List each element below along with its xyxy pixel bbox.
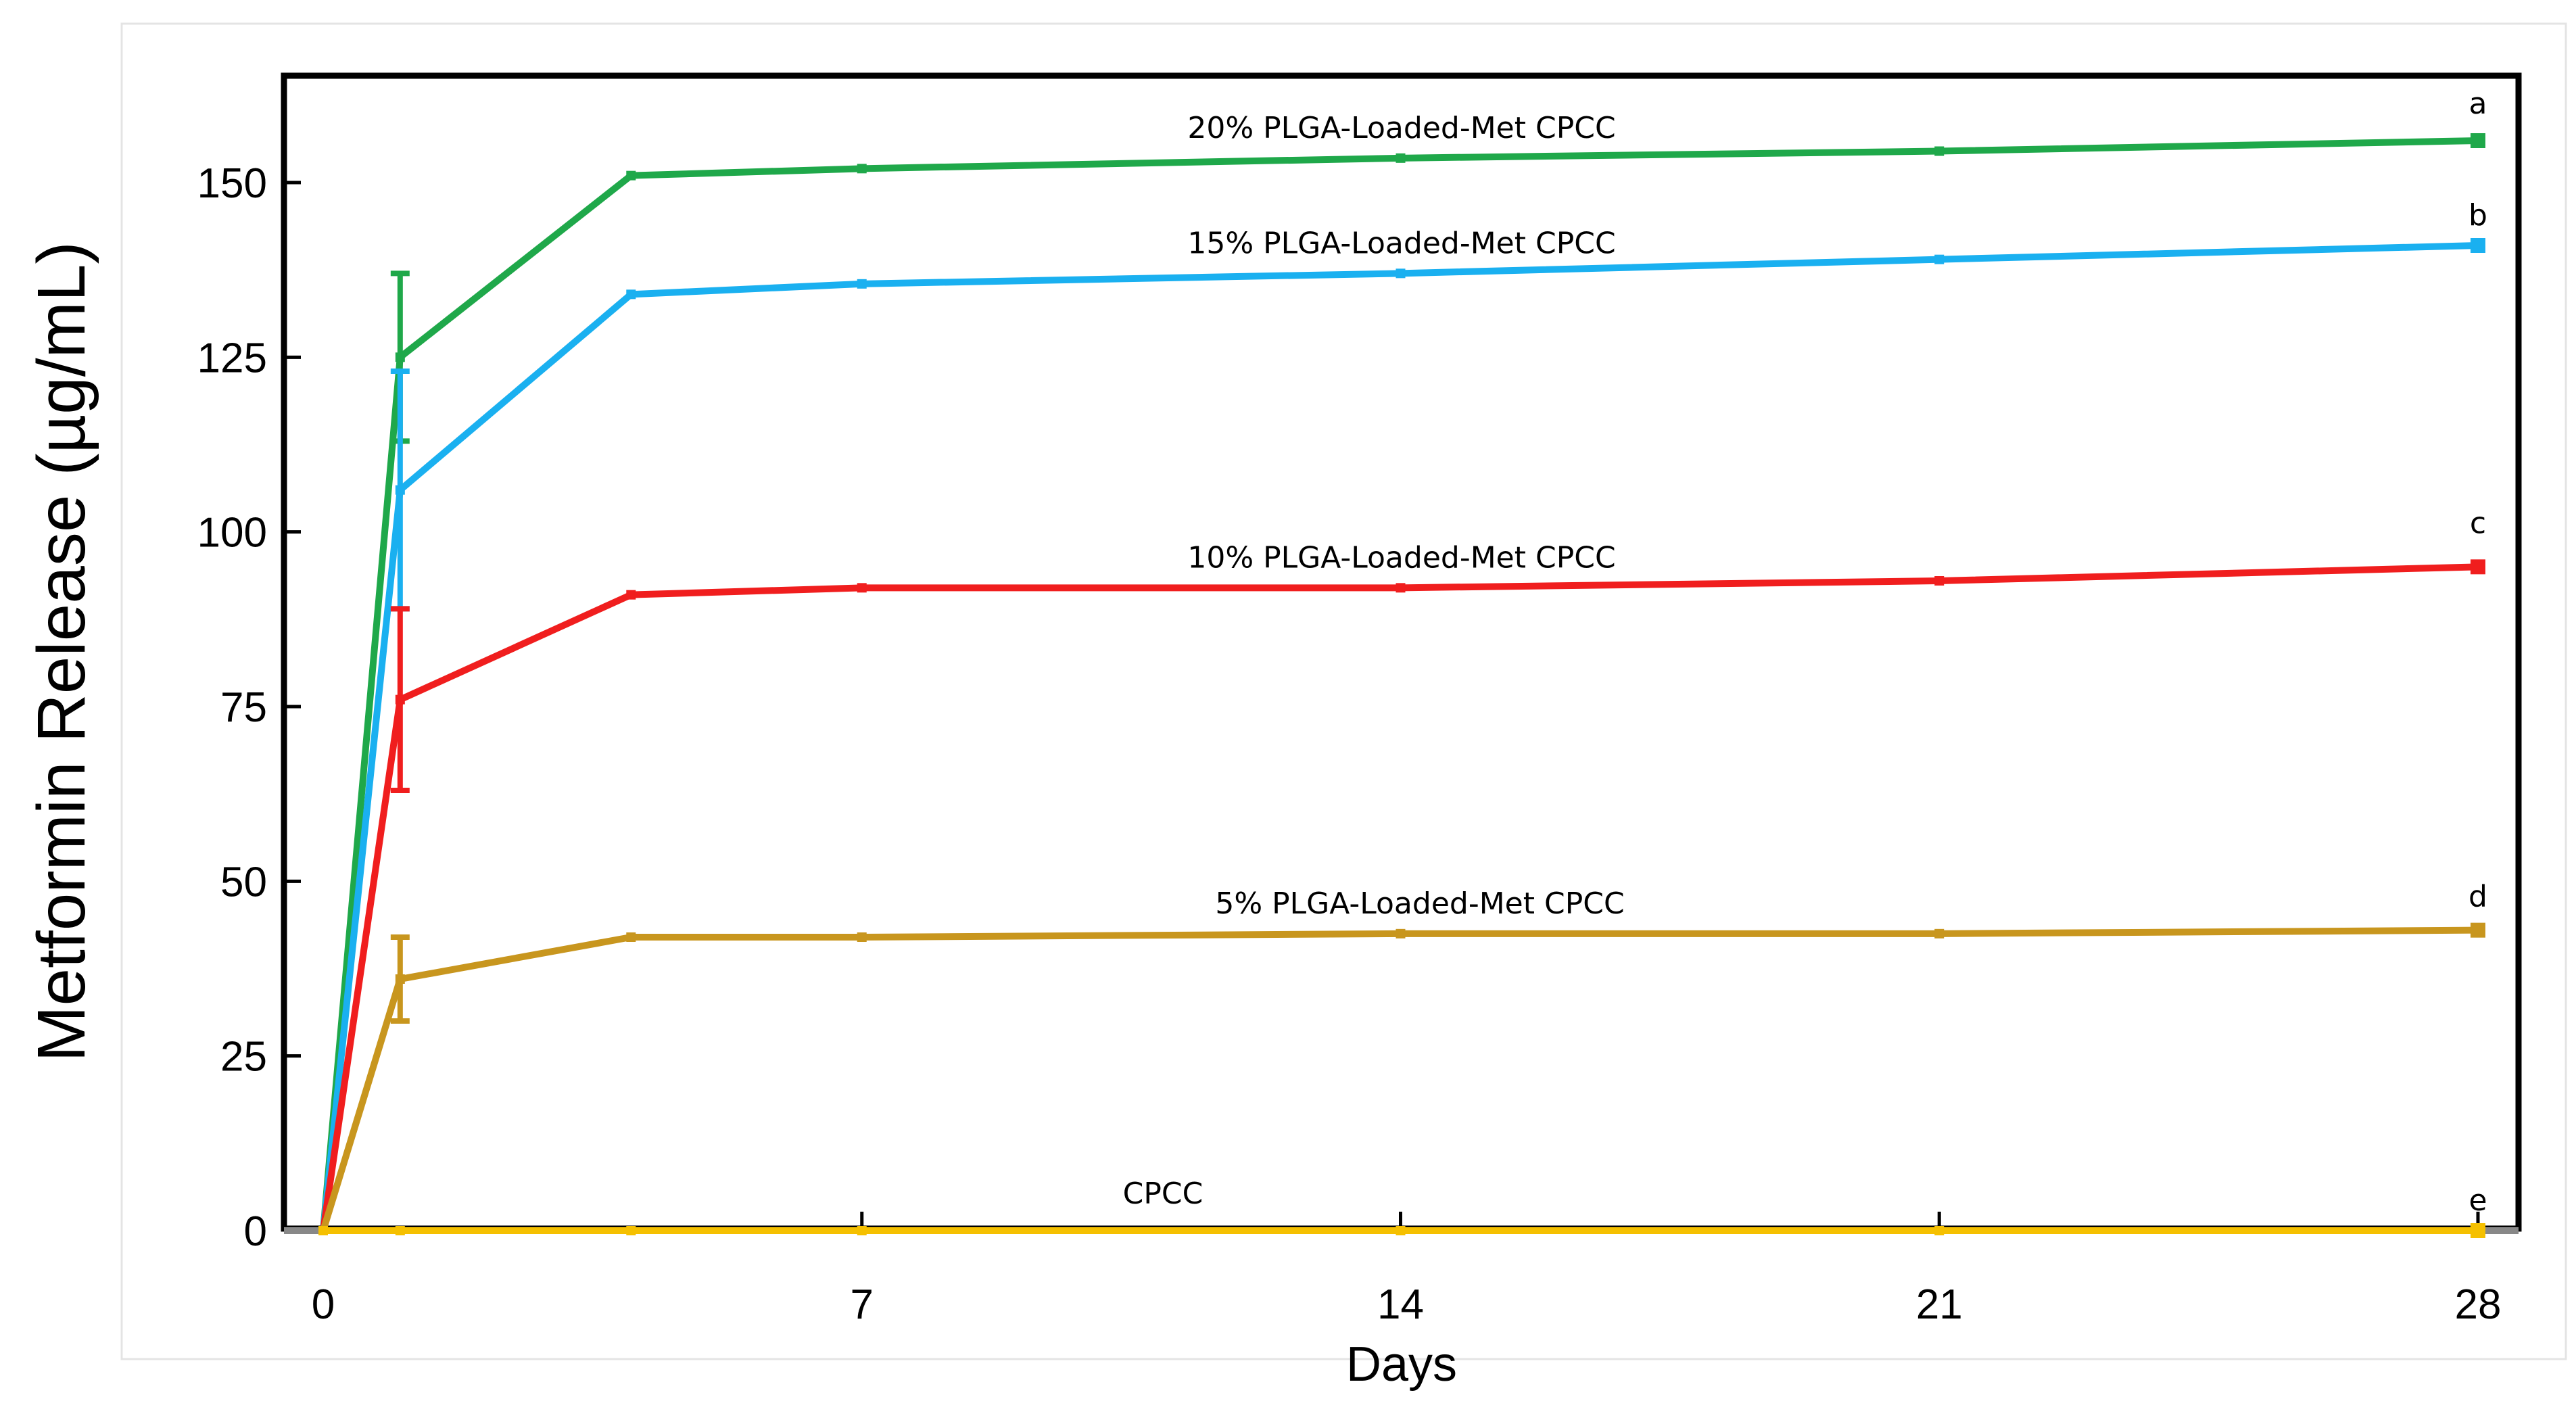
series-b-letter: b — [2468, 198, 2487, 233]
x-tick-label: 7 — [851, 1281, 874, 1328]
series-layer — [318, 133, 2485, 1238]
x-tick-label: 0 — [312, 1281, 335, 1328]
axis-layer: 0 25 50 75 100 125 150 0 7 14 21 28 — [197, 160, 2519, 1328]
series-c-point — [395, 694, 405, 705]
series-b-point — [1934, 254, 1945, 264]
series-d-point — [395, 974, 405, 984]
series-c-label: 10% PLGA-Loaded-Met CPCC — [1187, 540, 1615, 575]
y-tick-label: 100 — [197, 510, 267, 556]
series-a-point — [626, 170, 636, 181]
series-label-layer: 20% PLGA-Loaded-Met CPCC a 15% PLGA-Loaded… — [1123, 87, 2487, 1218]
series-d-point — [1396, 928, 1406, 939]
series-d-point — [857, 932, 867, 942]
series-a-point — [1934, 146, 1945, 156]
y-axis-title: Metformin Release (µg/mL) — [24, 241, 99, 1062]
series-e-point — [626, 1226, 636, 1235]
y-tick-label: 0 — [244, 1208, 267, 1255]
x-tick-label: 21 — [1916, 1281, 1963, 1328]
series-a-label: 20% PLGA-Loaded-Met CPCC — [1187, 111, 1615, 145]
series-b-point — [2471, 238, 2485, 253]
series-e-point — [857, 1226, 867, 1235]
y-tick-label: 50 — [220, 859, 267, 905]
series-b-point — [857, 279, 867, 289]
series-a-point — [1396, 153, 1406, 163]
series-c-letter: c — [2470, 506, 2486, 540]
series-c-point — [626, 590, 636, 600]
series-d-label: 5% PLGA-Loaded-Met CPCC — [1215, 886, 1624, 921]
series-d-point — [626, 932, 636, 942]
series-e-letter: e — [2468, 1183, 2487, 1218]
series-b-point — [395, 485, 405, 495]
series-a-letter: a — [2469, 87, 2487, 121]
y-tick-label: 125 — [197, 335, 267, 381]
series-a-point — [857, 164, 867, 174]
series-b-point — [626, 289, 636, 300]
x-axis-title: Days — [1346, 1337, 1457, 1392]
series-a-point — [2471, 133, 2485, 148]
y-tick-label: 150 — [197, 160, 267, 207]
y-tick-label: 75 — [220, 684, 267, 731]
series-e-label: CPCC — [1123, 1177, 1203, 1211]
x-tick-label: 14 — [1377, 1281, 1424, 1328]
figure-frame — [120, 22, 2567, 1360]
series-e-point — [1934, 1226, 1945, 1235]
series-d-letter: d — [2468, 880, 2487, 914]
series-e-point — [318, 1226, 328, 1235]
series-d-point — [2471, 922, 2485, 938]
series-b-point — [1396, 268, 1406, 279]
series-e-point — [2471, 1223, 2485, 1238]
series-b-label: 15% PLGA-Loaded-Met CPCC — [1187, 226, 1615, 260]
x-tick-label: 28 — [2455, 1281, 2502, 1328]
plot-area-border — [281, 72, 2522, 1232]
series-c-point — [857, 583, 867, 593]
series-d-point — [1934, 928, 1945, 939]
series-c-point — [1934, 576, 1945, 586]
series-c-point — [2471, 559, 2485, 575]
series-e-point — [395, 1226, 405, 1235]
y-tick-label: 25 — [220, 1034, 267, 1081]
series-c-point — [1396, 583, 1406, 593]
series-a-point — [395, 352, 405, 362]
series-e-point — [1396, 1226, 1406, 1235]
